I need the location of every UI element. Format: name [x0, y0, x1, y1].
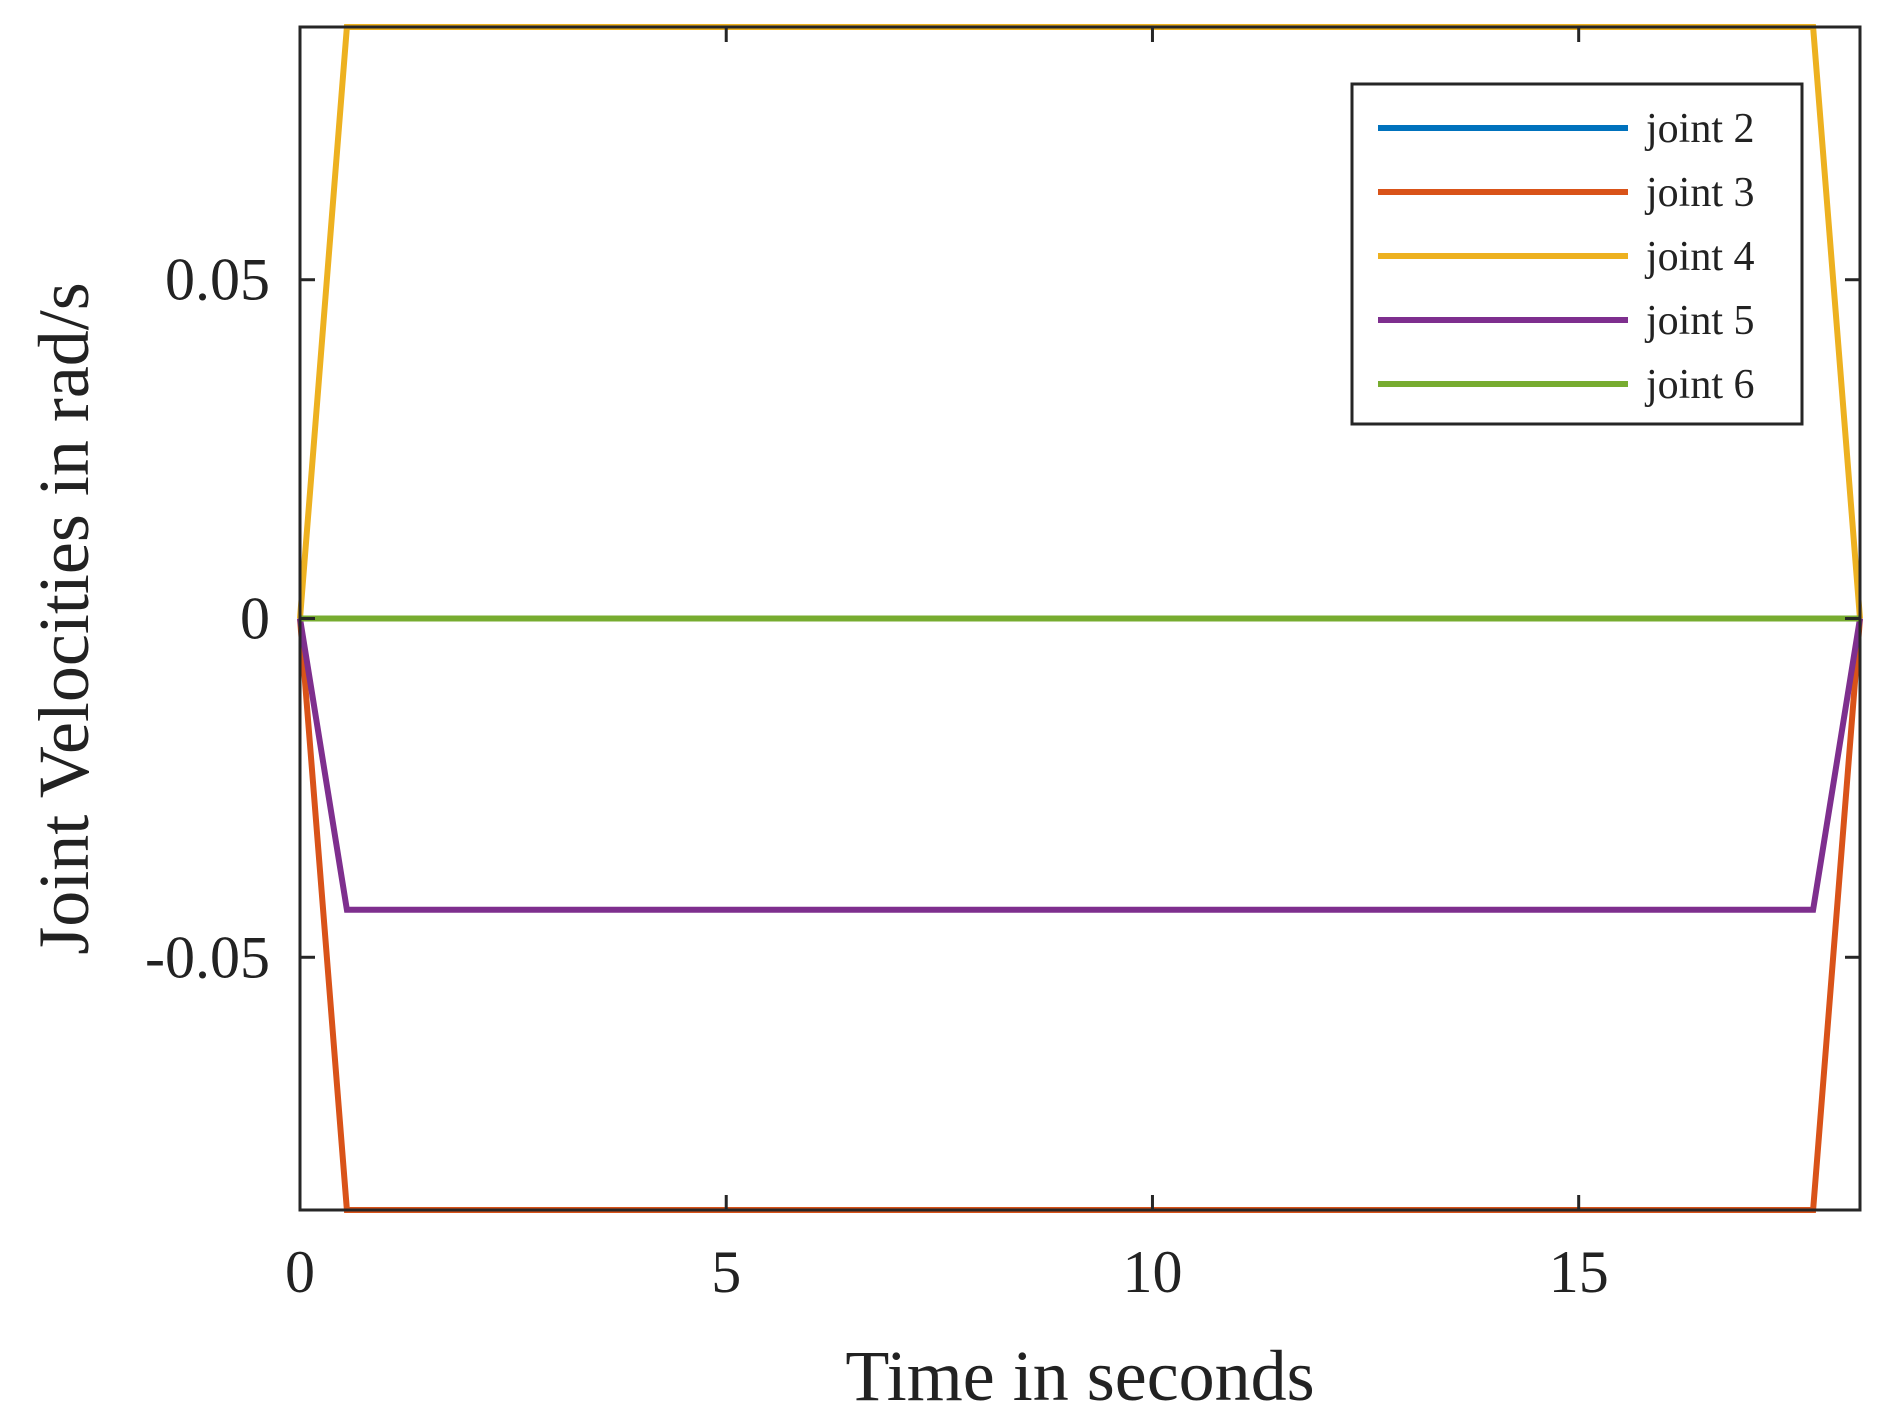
legend-label: joint 6	[1644, 362, 1755, 408]
y-tick-label: 0.05	[165, 247, 270, 313]
legend-label: joint 5	[1644, 298, 1755, 344]
legend-label: joint 4	[1644, 234, 1755, 280]
x-axis-label: Time in seconds	[845, 1336, 1314, 1416]
legend-label: joint 2	[1644, 106, 1755, 152]
y-axis-label: Joint Velocities in rad/s	[24, 282, 104, 955]
legend-label: joint 3	[1644, 170, 1755, 216]
x-tick-label: 0	[285, 1239, 315, 1305]
series-line-4	[297, 618, 1863, 913]
axis-ticks: 0 5 10 15 -0.05 0 0.05	[145, 27, 1860, 1305]
x-tick-label: 15	[1549, 1239, 1609, 1305]
y-tick-label: -0.05	[145, 924, 270, 990]
x-tick-label: 10	[1122, 1239, 1182, 1305]
y-tick-label: 0	[240, 586, 270, 652]
x-tick-label: 5	[711, 1239, 741, 1305]
legend: joint 2 joint 3 joint 4 joint 5 joint 6	[1350, 82, 1804, 426]
